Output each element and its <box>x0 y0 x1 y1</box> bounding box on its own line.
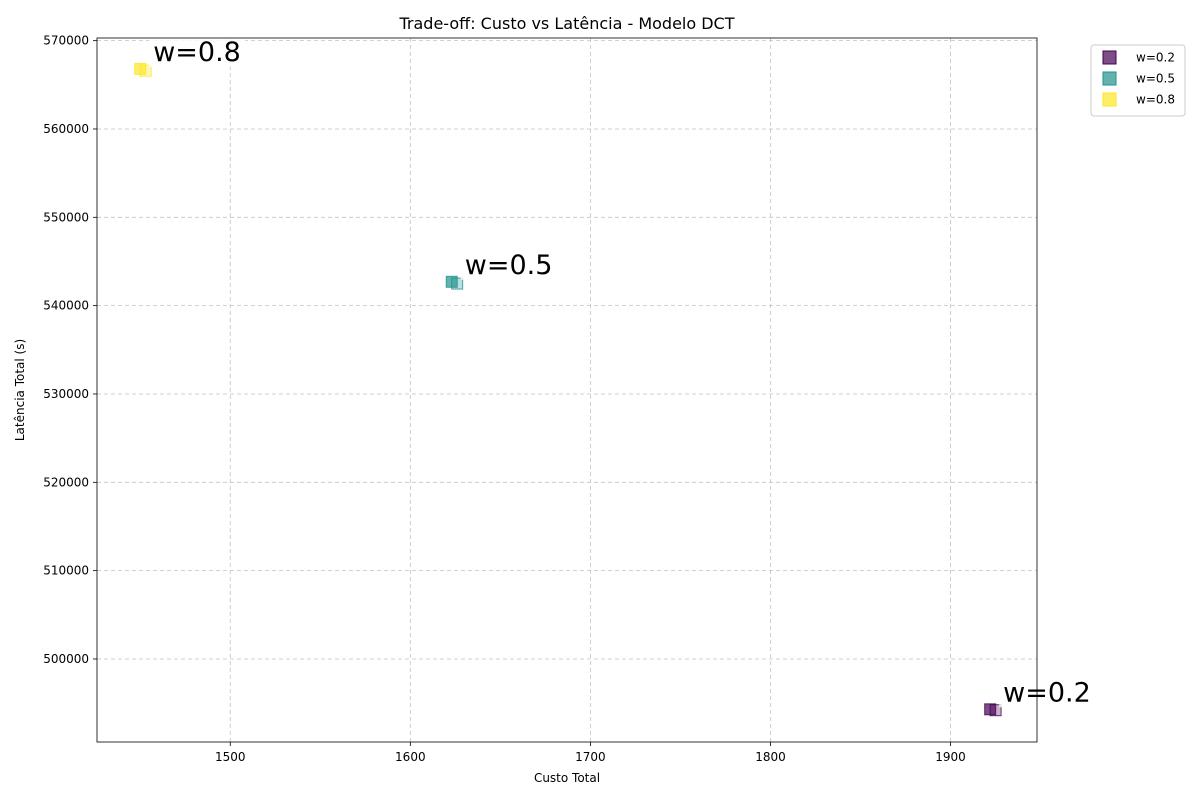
x-tick-label: 1600 <box>395 750 426 764</box>
tick-layer: 1500 1600 1700 1800 1900 500000 510000 520000 53… <box>43 34 966 764</box>
plot-frame <box>96 37 1038 743</box>
data-point <box>451 277 464 290</box>
y-tick-label: 530000 <box>43 387 89 401</box>
x-tick-label: 1800 <box>755 750 786 764</box>
legend-marker <box>1102 71 1117 86</box>
data-point <box>989 704 1002 717</box>
y-tick-label: 510000 <box>43 564 89 578</box>
grid-layer <box>97 38 1037 742</box>
legend-marker <box>1102 50 1117 65</box>
annotation-layer: w=0.2 w=0.5 w=0.8 <box>149 34 1096 708</box>
annotation-background <box>460 247 557 280</box>
point-annotation: w=0.8 <box>153 37 241 68</box>
x-tick-label: 1500 <box>215 750 246 764</box>
chart-title: Trade-off: Custo vs Latência - Modelo DC… <box>399 14 735 33</box>
legend-label: w=0.8 <box>1136 93 1175 107</box>
point-annotation: w=0.2 <box>1003 677 1091 708</box>
y-tick-label: 520000 <box>43 475 89 489</box>
y-tick-label: 570000 <box>43 34 89 48</box>
x-tick-label: 1900 <box>935 750 966 764</box>
legend-label: w=0.2 <box>1136 51 1175 65</box>
y-tick-label: 500000 <box>43 652 89 666</box>
y-tick-label: 540000 <box>43 299 89 313</box>
legend: w=0.2 w=0.5 w=0.8 <box>1090 44 1186 117</box>
legend-label: w=0.5 <box>1136 72 1175 86</box>
point-layer <box>134 62 1002 717</box>
x-tick-label: 1700 <box>575 750 606 764</box>
annotation-background <box>149 34 246 67</box>
y-tick-label: 560000 <box>43 122 89 136</box>
point-annotation: w=0.5 <box>465 250 553 281</box>
x-axis-label: Custo Total <box>534 771 600 785</box>
y-tick-label: 550000 <box>43 210 89 224</box>
data-point <box>139 64 152 77</box>
legend-marker <box>1102 92 1117 107</box>
y-axis-label: Latência Total (s) <box>13 339 27 441</box>
annotation-background <box>999 675 1096 708</box>
